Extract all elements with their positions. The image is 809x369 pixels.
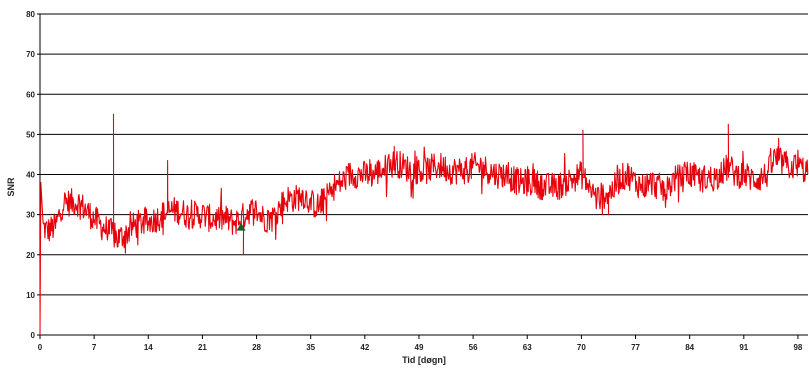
x-tick-label-49: 49 (415, 343, 424, 352)
y-tick-label-20: 20 (26, 251, 35, 260)
y-tick-label-10: 10 (26, 291, 35, 300)
x-axis-title: Tid [døgn] (402, 355, 446, 365)
x-tick-label-42: 42 (360, 343, 369, 352)
x-tick-label-63: 63 (523, 343, 532, 352)
x-tick-label-0: 0 (38, 343, 43, 352)
y-tick-labels: 0 10 20 30 40 50 60 70 80 (26, 10, 35, 340)
y-tick-label-70: 70 (26, 50, 35, 59)
x-tick-label-98: 98 (793, 343, 802, 352)
series-group (39, 113, 809, 336)
x-tick-label-21: 21 (198, 343, 207, 352)
marker-group (236, 222, 246, 231)
x-tick-label-7: 7 (92, 343, 97, 352)
y-tick-label-0: 0 (31, 331, 36, 340)
y-tick-label-80: 80 (26, 10, 35, 19)
x-tick-labels: 0 7 14 21 28 35 42 49 56 63 70 77 84 91 98 (38, 343, 803, 352)
x-tick-label-56: 56 (469, 343, 478, 352)
triangle-marker (236, 222, 246, 231)
y-tick-label-40: 40 (26, 171, 35, 180)
series-line-snr (39, 113, 809, 336)
x-tick-label-14: 14 (144, 343, 153, 352)
y-axis-title: SNR (6, 177, 16, 197)
y-tick-label-60: 60 (26, 90, 35, 99)
x-tick-label-70: 70 (577, 343, 586, 352)
y-tick-label-30: 30 (26, 211, 35, 220)
x-tick-label-91: 91 (739, 343, 748, 352)
x-tick-label-28: 28 (252, 343, 261, 352)
x-tick-label-35: 35 (306, 343, 315, 352)
y-tick-label-50: 50 (26, 130, 35, 139)
x-tick-label-84: 84 (685, 343, 694, 352)
x-tick-label-77: 77 (631, 343, 640, 352)
